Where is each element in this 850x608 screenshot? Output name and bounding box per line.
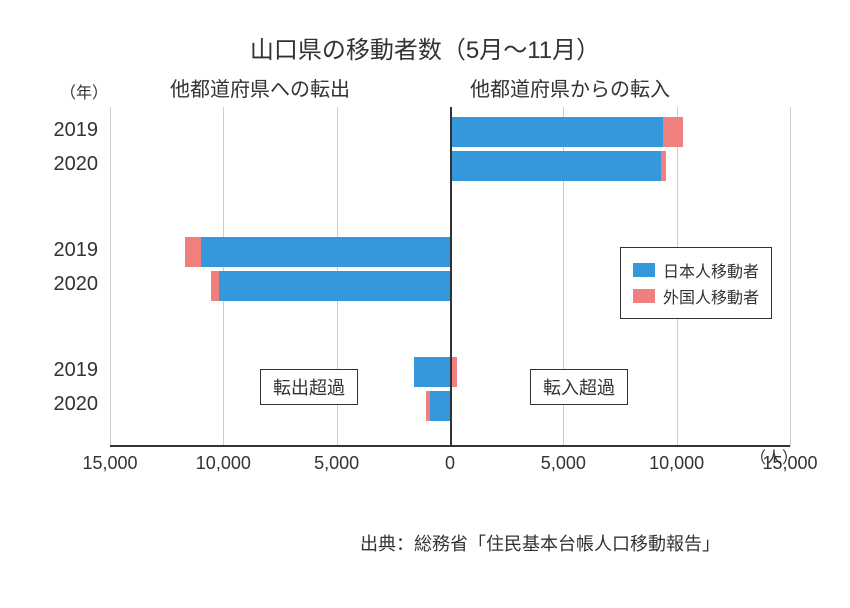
subtitle-row: （年） 他都道府県への転出 他都道府県からの転入: [60, 73, 790, 103]
y-axis-label: 2019: [38, 119, 98, 142]
y-axis-unit: （年）: [60, 79, 108, 103]
x-tick-label: 10,000: [196, 453, 251, 474]
legend-item: 外国人移動者: [633, 284, 759, 308]
bar-segment: [450, 117, 663, 147]
legend-item: 日本人移動者: [633, 258, 759, 282]
bar-segment: [219, 271, 450, 301]
gridline: [110, 107, 111, 447]
source-citation: 出典：総務省「住民基本台帳人口移動報告」: [360, 530, 720, 556]
y-axis-label: 2020: [38, 273, 98, 296]
gridline: [790, 107, 791, 447]
x-axis-unit: （人）: [750, 444, 798, 468]
x-tick-label: 5,000: [314, 453, 359, 474]
x-tick-label: 10,000: [649, 453, 704, 474]
bar-segment: [663, 117, 683, 147]
bar-segment: [211, 271, 219, 301]
center-axis: [450, 107, 452, 447]
bar-segment: [661, 151, 667, 181]
bar-segment: [450, 151, 661, 181]
y-axis-label: 2020: [38, 393, 98, 416]
x-axis-ticks: 15,00010,0005,00005,00010,00015,000: [110, 447, 790, 475]
y-axis-label: 2020: [38, 153, 98, 176]
subtitle-out: 他都道府県への転出: [170, 73, 350, 102]
annotation-out-excess: 転出超過: [260, 369, 358, 405]
legend-label: 外国人移動者: [663, 284, 759, 308]
chart-container: 山口県の移動者数（5月～11月） （年） 他都道府県への転出 他都道府県からの転…: [60, 30, 790, 570]
legend-swatch: [633, 289, 655, 303]
x-tick-label: 0: [445, 453, 455, 474]
legend-swatch: [633, 263, 655, 277]
bar-segment: [201, 237, 450, 267]
x-tick-label: 5,000: [541, 453, 586, 474]
subtitle-in: 他都道府県からの転入: [470, 73, 670, 102]
plot-area: 201920202019202020192020日本人移動者外国人移動者転出超過…: [110, 107, 790, 447]
legend-box: 日本人移動者外国人移動者: [620, 247, 772, 319]
annotation-in-excess: 転入超過: [530, 369, 628, 405]
y-axis-label: 2019: [38, 239, 98, 262]
chart-title: 山口県の移動者数（5月～11月）: [60, 30, 790, 65]
bar-segment: [430, 391, 450, 421]
bar-segment: [185, 237, 201, 267]
legend-label: 日本人移動者: [663, 258, 759, 282]
y-axis-label: 2019: [38, 359, 98, 382]
bar-segment: [414, 357, 450, 387]
x-tick-label: 15,000: [82, 453, 137, 474]
bar-segment: [426, 391, 429, 421]
